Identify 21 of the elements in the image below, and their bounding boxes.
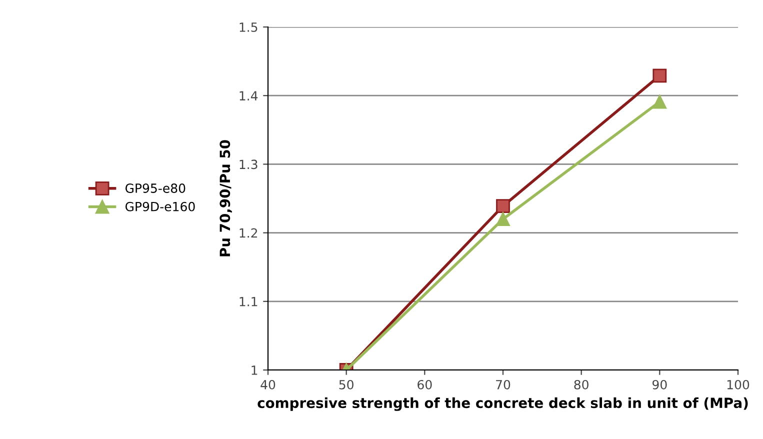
x-tick-label: 60 [418,380,432,390]
y-tick-label: 1.1 [240,297,258,306]
point [652,68,667,83]
point [496,199,510,213]
x-tick-label: 100 [727,380,750,390]
x-axis-title: compresive strength of the concrete deck slab in unit of (MPa) [258,397,748,411]
x-tick-label: 80 [574,380,588,390]
y-axis-title: Pu 70,90/Pu 50 [220,140,232,256]
legend-label: GP9D-e160 [125,202,195,212]
x-tick-label: 50 [339,380,354,390]
y-tick-label: 1.4 [240,91,258,100]
legend-label: GP95-e80 [125,184,186,193]
point [496,212,510,226]
y-tick-label: 1.2 [240,228,258,238]
x-tick-label: 70 [496,380,510,390]
x-tick-label: 90 [652,380,667,390]
y-tick-label: 1.3 [240,160,258,170]
y-tick-label: 1.5 [240,22,258,32]
point [652,94,667,109]
y-tick-label: 1 [252,366,258,375]
x-tick-label: 40 [260,380,276,390]
